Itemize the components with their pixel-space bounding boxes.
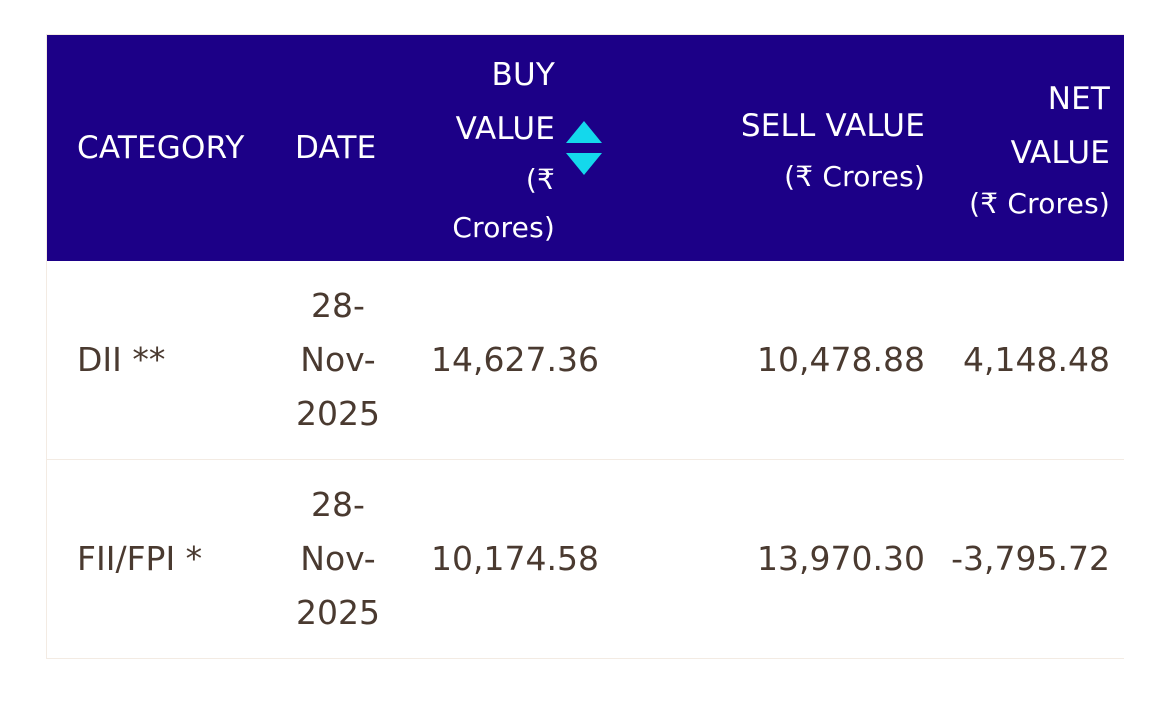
header-net-line2: VALUE [1010, 135, 1110, 171]
cell-category: DII ** [77, 340, 166, 379]
cell-buy-value: 10,174.58 [431, 539, 599, 578]
cell-sell-value: 13,970.30 [757, 539, 925, 578]
table-header: CATEGORY DATE BUY VALUE (₹ Crores) SELL … [47, 35, 1124, 261]
cell-sell-value: 10,478.88 [757, 340, 925, 379]
header-buy-value[interactable]: BUY VALUE (₹ Crores) [437, 48, 555, 252]
cell-date-part: 28- [311, 286, 365, 325]
header-sell-label: SELL VALUE [740, 108, 925, 144]
header-buy-unit-line2: Crores) [452, 211, 555, 244]
cell-date-part: 2025 [296, 394, 380, 433]
header-net-line1: NET [1047, 81, 1110, 117]
cell-date-part: 2025 [296, 593, 380, 632]
cell-date: 28- Nov- 2025 [295, 478, 381, 640]
header-sell-value: SELL VALUE (₹ Crores) [687, 99, 925, 201]
header-date: DATE [295, 130, 377, 166]
cell-net-value: -3,795.72 [951, 539, 1110, 578]
header-buy-line1: BUY [491, 57, 555, 93]
header-net-unit: (₹ Crores) [969, 187, 1110, 220]
cell-date-part: 28- [311, 485, 365, 524]
table-row: DII ** 28- Nov- 2025 14,627.36 10,478.88… [47, 261, 1124, 460]
header-sell-unit: (₹ Crores) [784, 160, 925, 193]
cell-date: 28- Nov- 2025 [295, 279, 381, 441]
header-net-value: NET VALUE (₹ Crores) [927, 72, 1110, 228]
fii-dii-table: CATEGORY DATE BUY VALUE (₹ Crores) SELL … [46, 34, 1124, 659]
header-buy-unit-line1: (₹ [525, 163, 555, 196]
cell-net-value: 4,148.48 [963, 340, 1110, 379]
cell-date-part: Nov- [300, 539, 376, 578]
cell-buy-value: 14,627.36 [431, 340, 599, 379]
cell-category: FII/FPI * [77, 539, 203, 578]
table-row: FII/FPI * 28- Nov- 2025 10,174.58 13,970… [47, 460, 1124, 658]
header-category: CATEGORY [77, 130, 245, 166]
header-buy-line2: VALUE [455, 111, 555, 147]
sort-up-down-icon[interactable] [566, 121, 602, 179]
cell-date-part: Nov- [300, 340, 376, 379]
